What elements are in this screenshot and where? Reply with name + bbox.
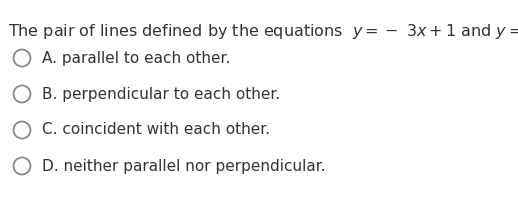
Text: A. parallel to each other.: A. parallel to each other. bbox=[42, 50, 231, 66]
Text: C. coincident with each other.: C. coincident with each other. bbox=[42, 123, 270, 137]
Text: D. neither parallel nor perpendicular.: D. neither parallel nor perpendicular. bbox=[42, 158, 326, 173]
Text: The pair of lines defined by the equations  $y =-\ 3x + 1$ and $y =-\dfrac{1}{3}: The pair of lines defined by the equatio… bbox=[8, 16, 518, 49]
Text: B. perpendicular to each other.: B. perpendicular to each other. bbox=[42, 87, 280, 102]
